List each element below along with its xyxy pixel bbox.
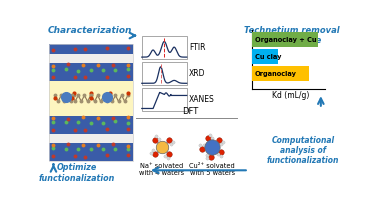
Text: XRD: XRD [189,69,206,78]
Text: Cu clay: Cu clay [255,54,282,60]
Bar [49,81,133,116]
Text: FTIR: FTIR [189,43,206,52]
Text: Cu²⁺ solvated
with 5 waters: Cu²⁺ solvated with 5 waters [189,163,235,176]
Bar [49,63,133,81]
Text: Organoclay + Cu: Organoclay + Cu [255,37,316,43]
Text: Kd (mL/g): Kd (mL/g) [272,91,309,100]
Bar [49,44,133,161]
Text: DFT: DFT [183,107,199,116]
Bar [49,116,133,134]
Bar [49,143,133,161]
Text: Characterization: Characterization [48,26,132,35]
Bar [252,32,318,47]
Bar [49,134,133,143]
Text: Organoclay: Organoclay [255,71,297,77]
Bar [142,88,187,111]
Text: XANES: XANES [189,95,215,104]
Bar [142,36,187,59]
Text: Computational
analysis of
functionalization: Computational analysis of functionalizat… [267,136,339,165]
Text: Technetium removal
performance: Technetium removal performance [243,26,339,45]
Bar [142,62,187,85]
Text: Optimize
functionalization: Optimize functionalization [39,163,115,183]
Bar [49,44,133,54]
Bar [49,54,133,63]
Text: Na⁺ solvated
with 4 waters: Na⁺ solvated with 4 waters [139,163,184,176]
Bar [252,66,309,81]
Bar [252,49,278,64]
